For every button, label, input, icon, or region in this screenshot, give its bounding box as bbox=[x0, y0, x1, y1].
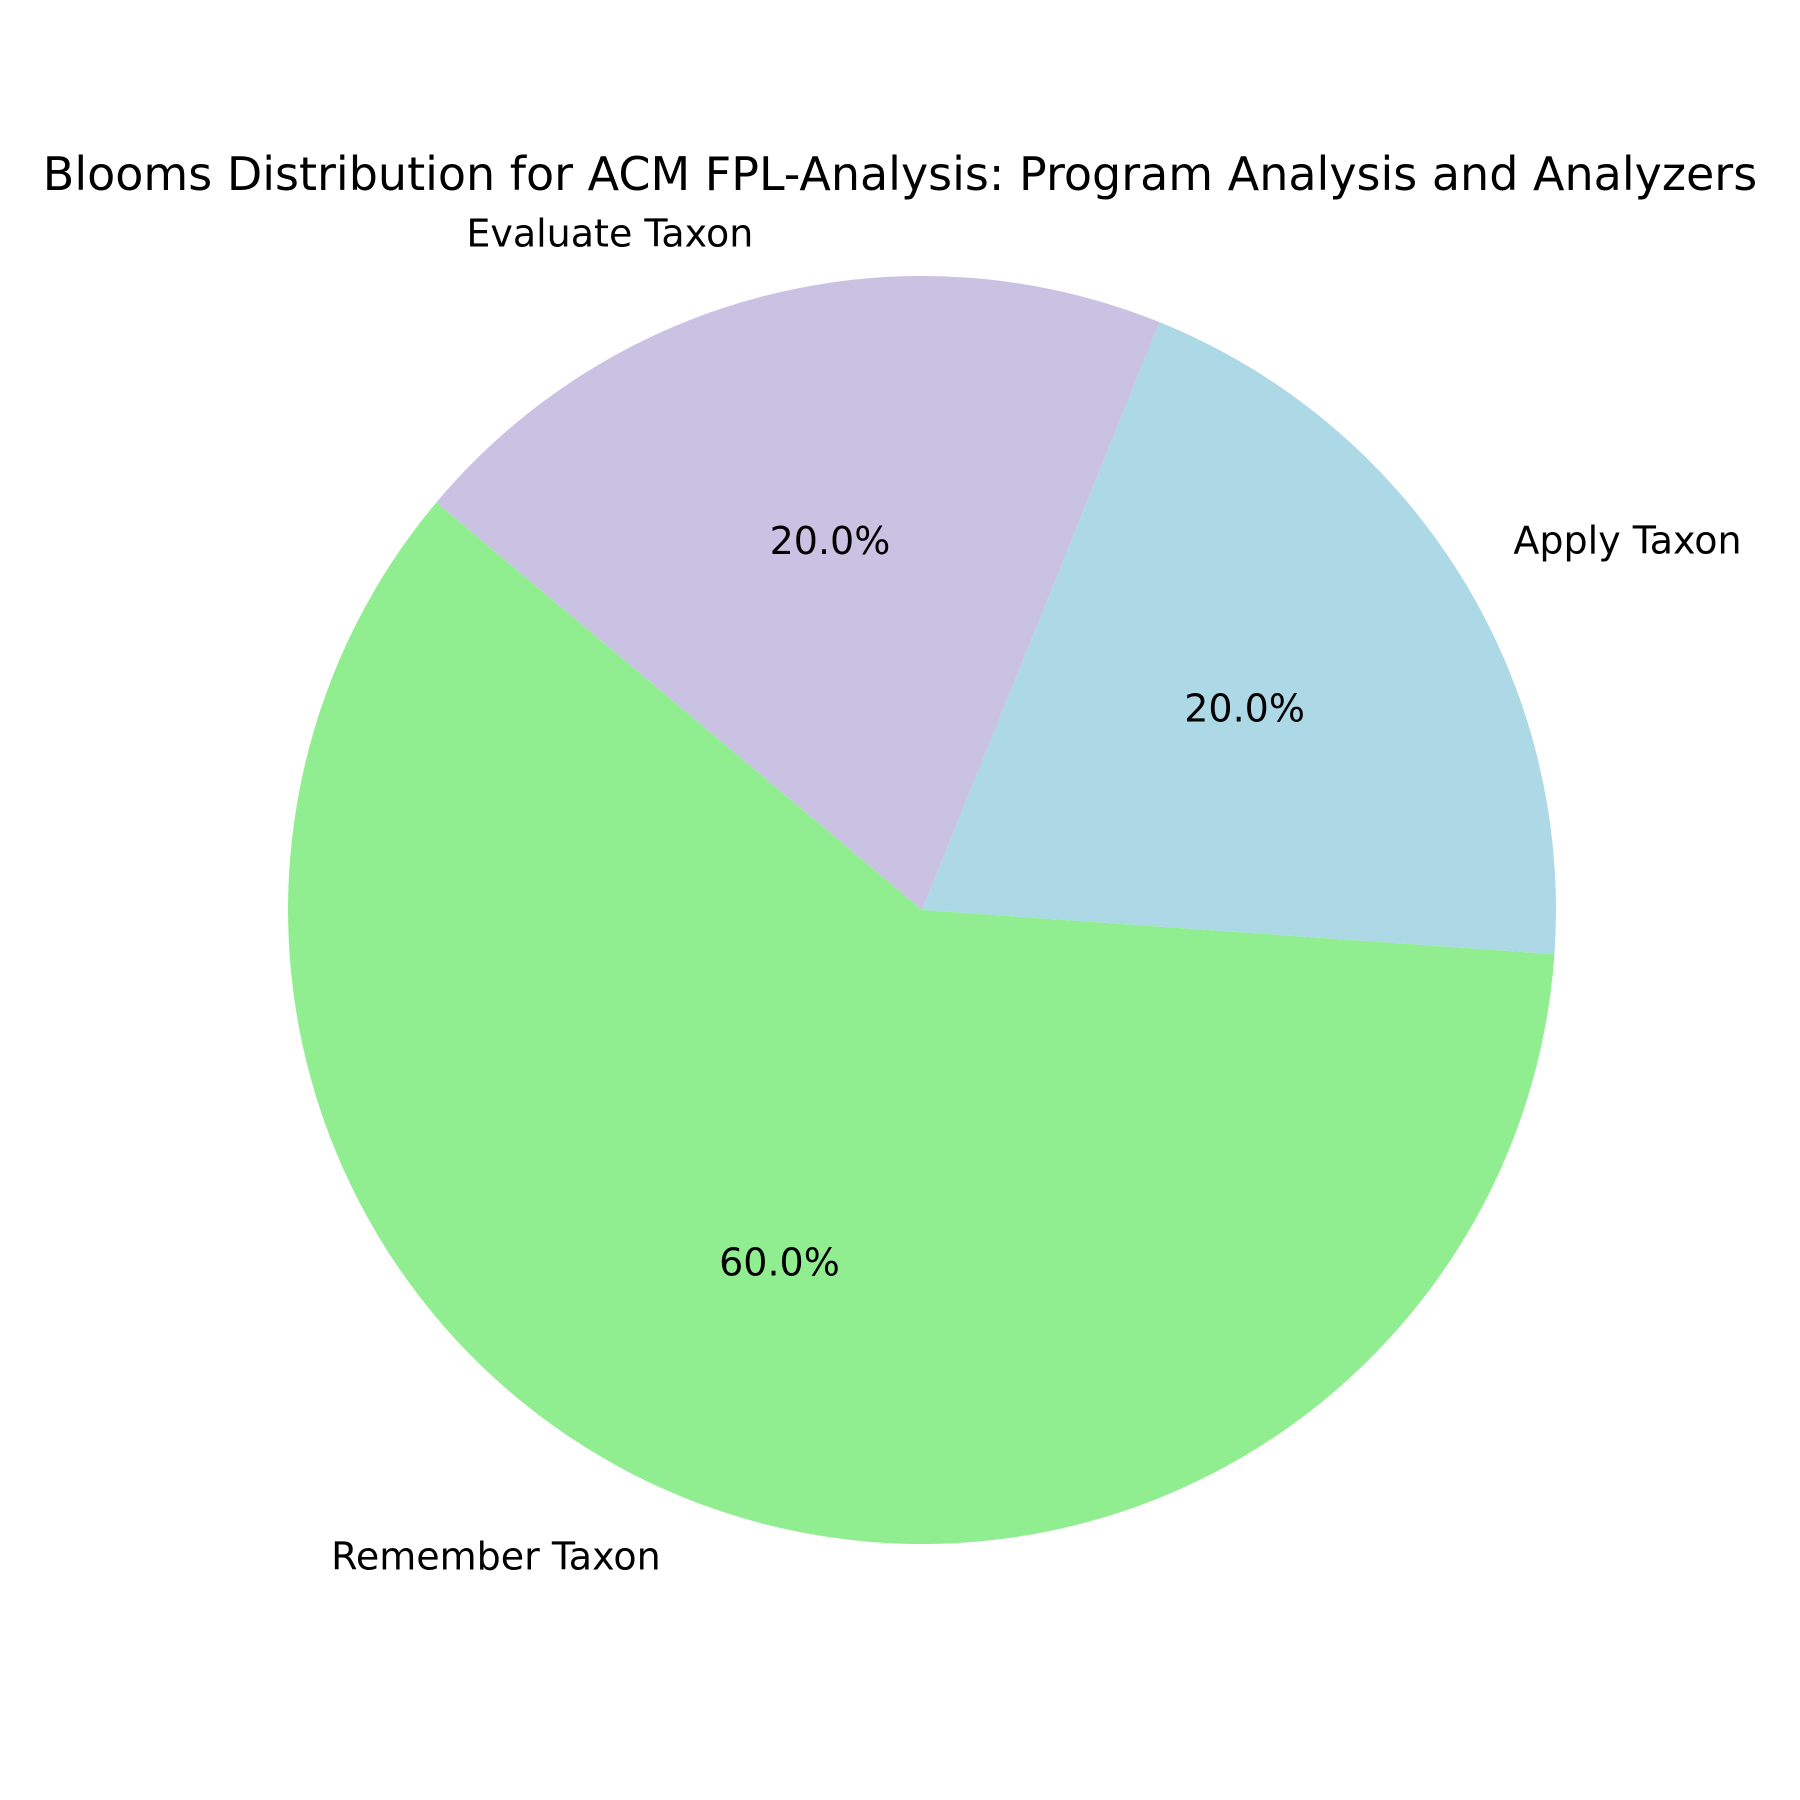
pie-slices bbox=[288, 275, 1556, 1545]
pie-slice-apply-taxon bbox=[922, 322, 1556, 955]
pie-slice-evaluate-taxon bbox=[436, 275, 1160, 910]
slice-label-apply-taxon: Apply Taxon bbox=[1513, 518, 1741, 562]
slice-label-remember-taxon: Remember Taxon bbox=[331, 1535, 661, 1579]
chart-title: Blooms Distribution for ACM FPL-Analysis… bbox=[43, 147, 1757, 201]
pie-labels: Apply Taxon 20.0% Evaluate Taxon 20.0% Remem… bbox=[331, 211, 1741, 1578]
pie-slice-remember-taxon bbox=[288, 502, 1555, 1545]
slice-percent-evaluate-taxon: 20.0% bbox=[770, 519, 891, 563]
slice-percent-remember-taxon: 60.0% bbox=[719, 1241, 840, 1285]
slice-percent-apply-taxon: 20.0% bbox=[1184, 686, 1305, 730]
slice-label-evaluate-taxon: Evaluate Taxon bbox=[466, 211, 753, 255]
